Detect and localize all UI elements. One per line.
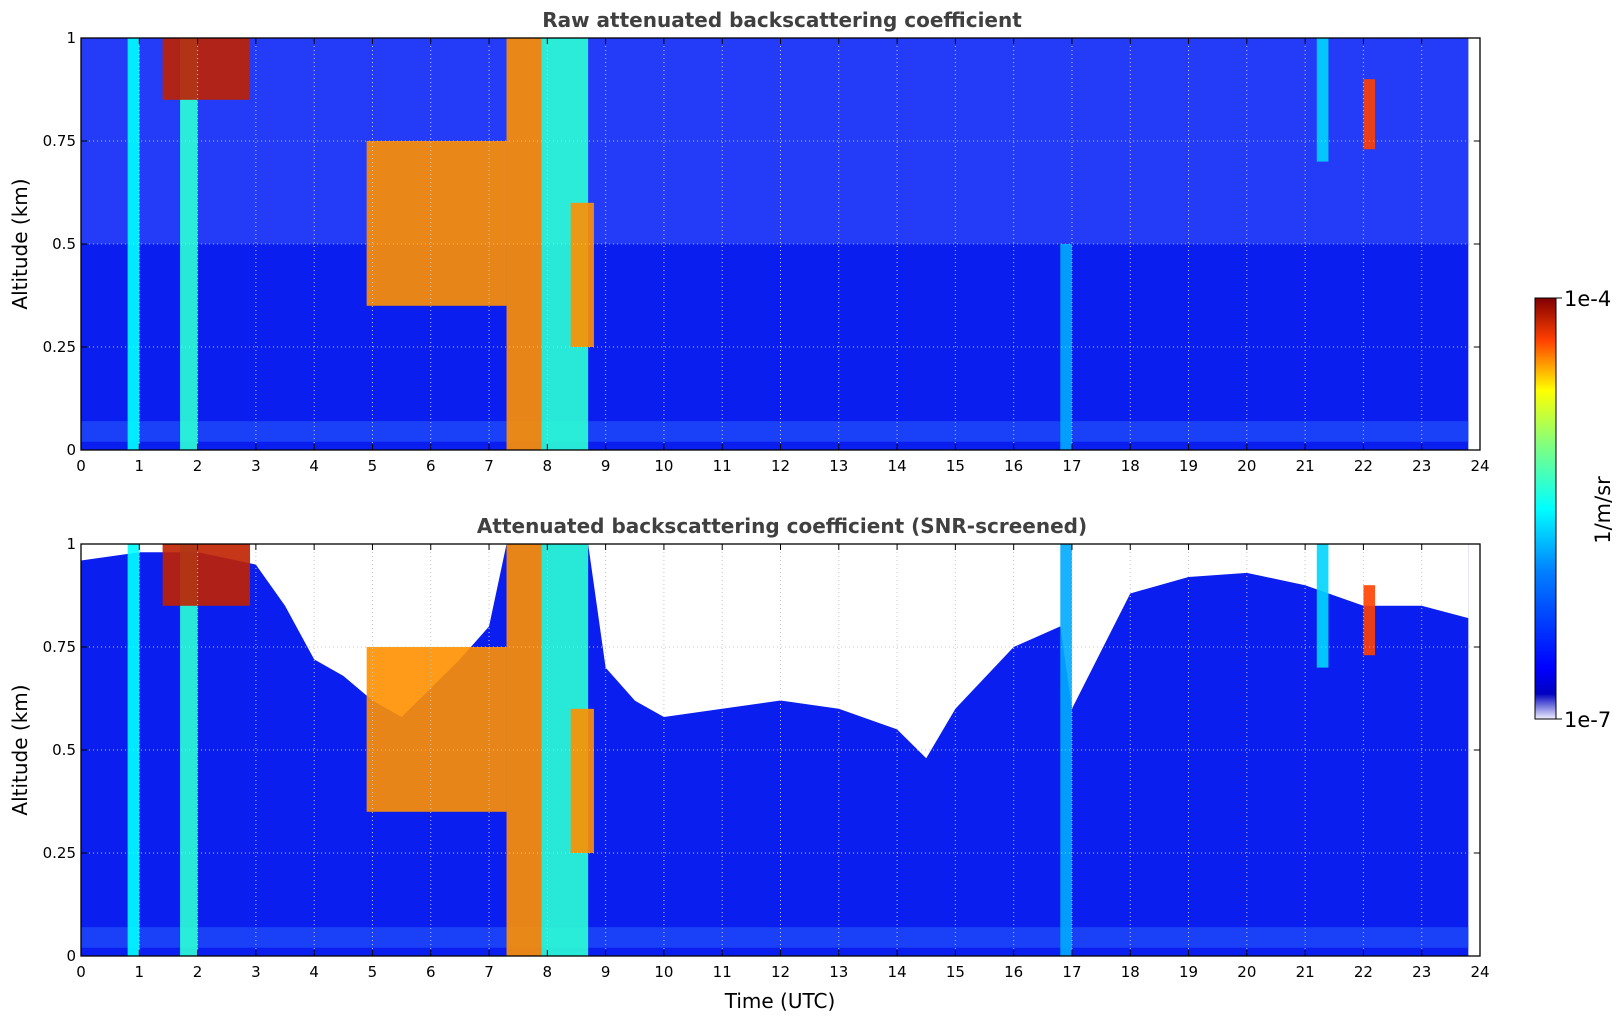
x-tick-label: 24 xyxy=(1470,457,1489,475)
backscatter-feature xyxy=(506,38,542,450)
backscatter-feature xyxy=(1060,544,1072,956)
y-tick-label: 0 xyxy=(66,441,76,459)
x-tick-label: 3 xyxy=(251,963,261,981)
x-tick-label: 16 xyxy=(1004,963,1023,981)
x-tick-label: 21 xyxy=(1296,963,1315,981)
bottom-panel-title: Attenuated backscattering coefficient (S… xyxy=(477,514,1087,538)
x-tick-label: 5 xyxy=(368,457,378,475)
x-tick-label: 23 xyxy=(1412,457,1431,475)
x-tick-label: 16 xyxy=(1004,457,1023,475)
x-tick-label: 15 xyxy=(946,963,965,981)
colorbar-unit-label: 1/m/sr xyxy=(1591,476,1615,544)
x-tick-label: 22 xyxy=(1354,457,1373,475)
colorbar-gradient xyxy=(1534,297,1557,720)
y-tick-label: 0.75 xyxy=(43,638,76,656)
x-tick-label: 4 xyxy=(309,963,319,981)
y-tick-label: 0.75 xyxy=(43,132,76,150)
x-tick-label: 23 xyxy=(1412,963,1431,981)
backscatter-feature xyxy=(1060,244,1072,450)
colorbar: 1e-4 1e-7 1/m/sr xyxy=(1534,287,1615,732)
top-grid xyxy=(81,38,1480,450)
x-tick-label: 0 xyxy=(76,457,86,475)
backscatter-feature xyxy=(570,708,594,853)
screened-region xyxy=(81,544,1469,759)
x-tick-label: 14 xyxy=(888,963,907,981)
x-tick-label: 20 xyxy=(1237,963,1256,981)
x-tick-label: 8 xyxy=(543,963,553,981)
backscatter-feature xyxy=(1316,38,1329,162)
bottom-grid xyxy=(81,544,1480,956)
x-tick-label: 18 xyxy=(1121,963,1140,981)
raw-backscatter-panel: Raw attenuated backscattering coefficien… xyxy=(8,8,1490,475)
backscatter-feature xyxy=(162,544,251,606)
x-tick-label: 9 xyxy=(601,963,611,981)
x-tick-label: 11 xyxy=(713,457,732,475)
x-tick-label: 17 xyxy=(1062,963,1081,981)
x-tick-label: 11 xyxy=(713,963,732,981)
backscatter-feature xyxy=(1363,585,1376,656)
top-panel-title: Raw attenuated backscattering coefficien… xyxy=(542,8,1022,32)
x-tick-label: 17 xyxy=(1062,457,1081,475)
x-tick-label: 19 xyxy=(1179,963,1198,981)
y-tick-label: 0.25 xyxy=(43,338,76,356)
bottom-heatmap-features xyxy=(127,544,1376,956)
x-tick-label: 7 xyxy=(484,963,494,981)
x-tick-label: 2 xyxy=(193,457,203,475)
x-tick-label: 15 xyxy=(946,457,965,475)
top-y-ticks: 0 0.25 0.5 0.75 1 xyxy=(43,29,1480,459)
x-tick-label: 21 xyxy=(1296,457,1315,475)
bottom-x-ticks: 0 1 2 3 4 5 6 7 8 9 10 11 12 13 14 15 16 17 18 19 20 21 22 23 24 xyxy=(76,544,1490,981)
bottom-y-ticks: 0 0.25 0.5 0.75 1 xyxy=(43,535,1480,965)
x-tick-label: 1 xyxy=(135,963,145,981)
backscatter-feature xyxy=(366,141,507,306)
x-tick-label: 6 xyxy=(426,963,436,981)
backscatter-feature xyxy=(162,38,251,100)
x-tick-label: 20 xyxy=(1237,457,1256,475)
x-tick-label: 18 xyxy=(1121,457,1140,475)
y-tick-label: 0 xyxy=(66,947,76,965)
surface-layer xyxy=(81,927,1469,948)
x-tick-label: 22 xyxy=(1354,963,1373,981)
snr-screened-panel: Attenuated backscattering coefficient (S… xyxy=(8,514,1490,1013)
x-tick-label: 2 xyxy=(193,963,203,981)
x-tick-label: 12 xyxy=(771,457,790,475)
y-tick-label: 0.25 xyxy=(43,844,76,862)
x-tick-label: 7 xyxy=(484,457,494,475)
y-tick-label: 0.5 xyxy=(52,235,76,253)
x-tick-label: 10 xyxy=(654,457,673,475)
backscatter-feature xyxy=(1316,544,1329,668)
x-tick-label: 19 xyxy=(1179,457,1198,475)
bottom-y-axis-label: Altitude (km) xyxy=(8,684,32,815)
x-tick-label: 12 xyxy=(771,963,790,981)
top-heatmap-features xyxy=(127,38,1376,450)
y-tick-label: 1 xyxy=(66,29,76,47)
x-tick-label: 4 xyxy=(309,457,319,475)
colorbar-min-label: 1e-7 xyxy=(1564,708,1611,732)
top-x-ticks: 0 1 2 3 4 5 6 7 8 9 10 11 12 13 14 15 16 17 18 19 20 21 22 23 24 xyxy=(76,38,1490,475)
top-y-axis-label: Altitude (km) xyxy=(8,178,32,309)
x-tick-label: 14 xyxy=(888,457,907,475)
x-tick-label: 0 xyxy=(76,963,86,981)
y-tick-label: 0.5 xyxy=(52,741,76,759)
colorbar-max-label: 1e-4 xyxy=(1564,287,1611,311)
x-tick-label: 6 xyxy=(426,457,436,475)
x-tick-label: 3 xyxy=(251,457,261,475)
y-tick-label: 1 xyxy=(66,535,76,553)
backscatter-feature xyxy=(570,202,594,347)
x-tick-label: 1 xyxy=(135,457,145,475)
x-tick-label: 10 xyxy=(654,963,673,981)
x-tick-label: 9 xyxy=(601,457,611,475)
x-tick-label: 24 xyxy=(1470,963,1489,981)
backscatter-feature xyxy=(1363,79,1376,150)
surface-layer xyxy=(81,421,1469,442)
backscatter-feature xyxy=(506,544,542,956)
x-axis-label: Time (UTC) xyxy=(724,989,836,1013)
backscatter-feature xyxy=(366,647,507,812)
x-tick-label: 13 xyxy=(829,963,848,981)
x-tick-label: 8 xyxy=(543,457,553,475)
x-tick-label: 5 xyxy=(368,963,378,981)
x-tick-label: 13 xyxy=(829,457,848,475)
